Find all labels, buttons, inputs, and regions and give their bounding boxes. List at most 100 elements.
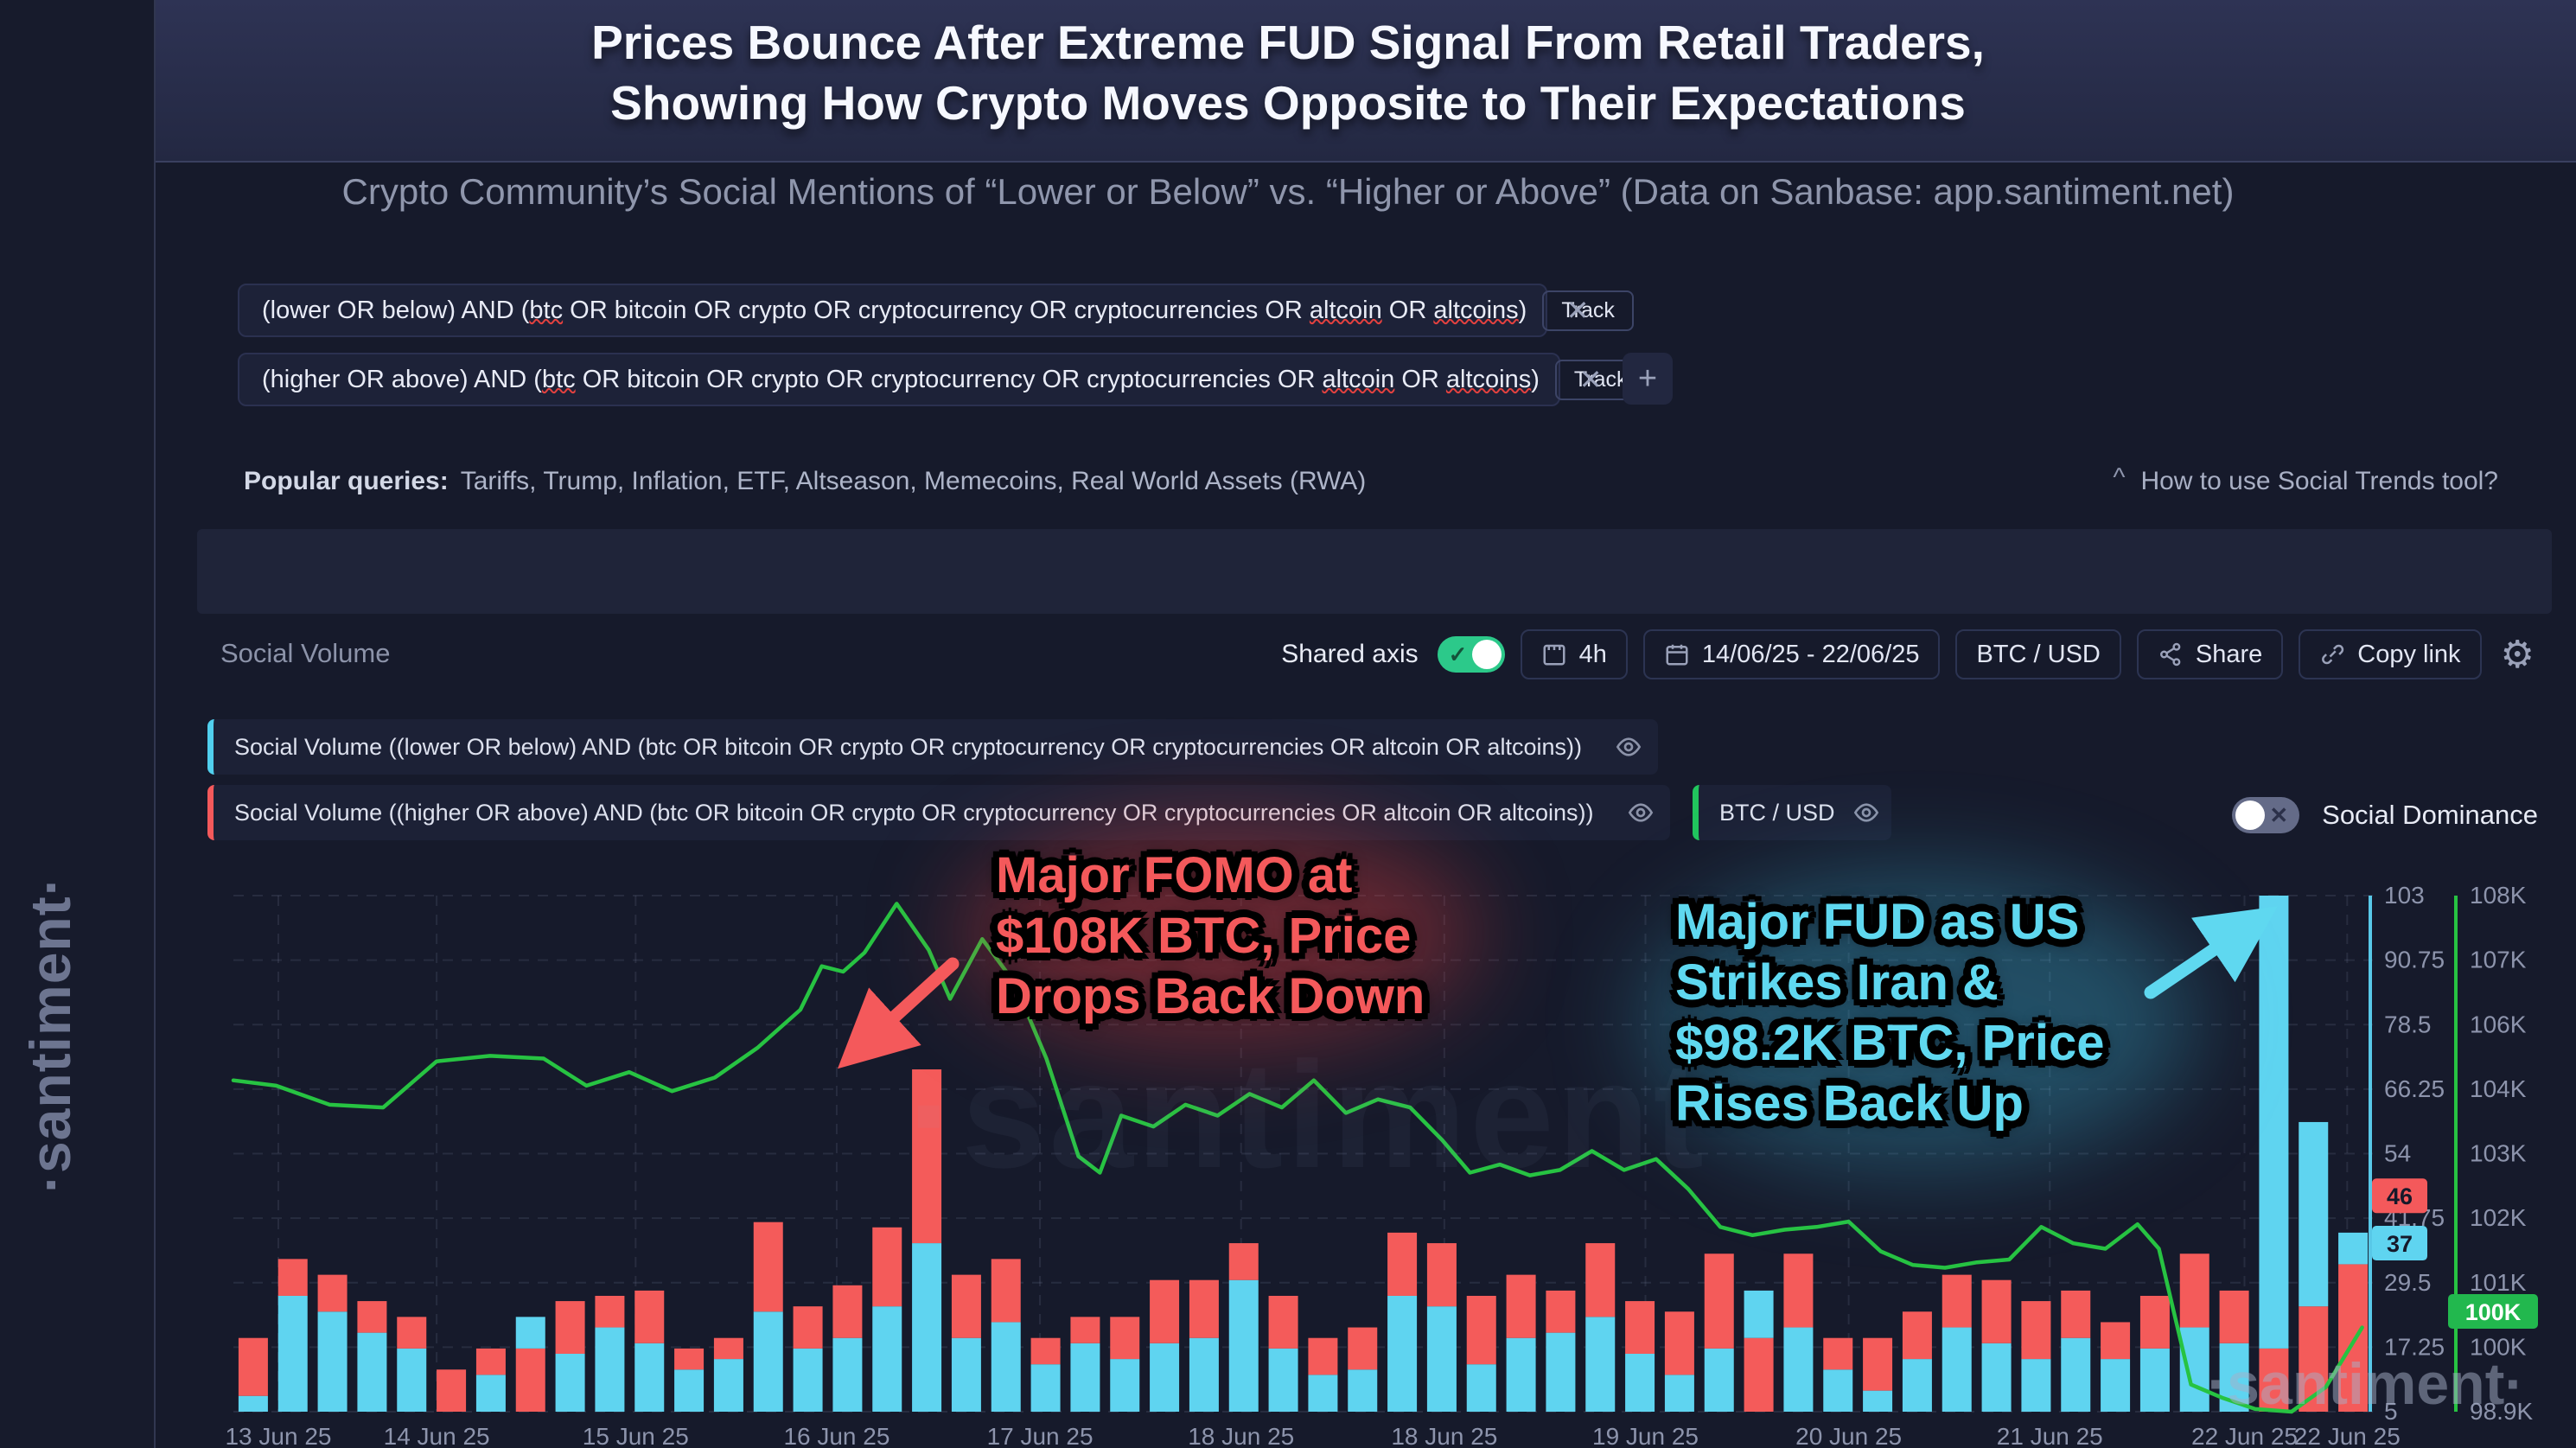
bar-higher-segment[interactable] [951, 1274, 981, 1338]
bar-lower-segment[interactable] [1744, 1290, 1774, 1338]
eye-icon[interactable] [1615, 733, 1642, 761]
bar-higher-segment[interactable] [1189, 1279, 1219, 1338]
bar-lower-segment[interactable] [1150, 1343, 1180, 1412]
bar-higher-segment[interactable] [1981, 1279, 2012, 1343]
bar-lower-segment[interactable] [515, 1317, 545, 1349]
bar-higher-segment[interactable] [437, 1369, 467, 1412]
bar-lower-segment[interactable] [912, 1243, 942, 1412]
bar-lower-segment[interactable] [1228, 1279, 1259, 1412]
bar-lower-segment[interactable] [1308, 1375, 1338, 1412]
bar-higher-segment[interactable] [2259, 1348, 2289, 1412]
settings-button[interactable]: ⚙ [2497, 633, 2538, 677]
bar-lower-segment[interactable] [1348, 1369, 1378, 1412]
bar-lower-segment[interactable] [1268, 1348, 1298, 1412]
collapsed-panel[interactable] [197, 529, 2552, 614]
bar-lower-segment[interactable] [1070, 1343, 1100, 1412]
bar-higher-segment[interactable] [2139, 1295, 2170, 1349]
bar-lower-segment[interactable] [475, 1375, 506, 1412]
bar-lower-segment[interactable] [1783, 1327, 1814, 1412]
bar-lower-segment[interactable] [1664, 1375, 1694, 1412]
popular-queries-items[interactable]: Tariffs, Trump, Inflation, ETF, Altseaso… [460, 467, 1367, 495]
bar-lower-segment[interactable] [357, 1332, 387, 1412]
social-dominance-toggle[interactable]: ✕ [2232, 797, 2300, 833]
bar-lower-segment[interactable] [1942, 1327, 1972, 1412]
bar-higher-segment[interactable] [1426, 1243, 1457, 1307]
bar-higher-segment[interactable] [2021, 1301, 2051, 1360]
bar-higher-segment[interactable] [1744, 1337, 1774, 1412]
bar-higher-segment[interactable] [713, 1337, 743, 1360]
bar-lower-segment[interactable] [793, 1348, 823, 1412]
bar-higher-segment[interactable] [1902, 1311, 1932, 1360]
bar-higher-segment[interactable] [1625, 1301, 1655, 1354]
shared-axis-toggle[interactable]: ✓ [1437, 636, 1505, 673]
bar-higher-segment[interactable] [1110, 1317, 1140, 1360]
bar-higher-segment[interactable] [317, 1274, 348, 1312]
bar-higher-segment[interactable] [2061, 1290, 2091, 1338]
bar-lower-segment[interactable] [1585, 1317, 1616, 1412]
bar-lower-segment[interactable] [2179, 1327, 2209, 1412]
bar-higher-segment[interactable] [1070, 1317, 1100, 1343]
bar-higher-segment[interactable] [277, 1259, 308, 1296]
bar-lower-segment[interactable] [1466, 1364, 1496, 1412]
share-button[interactable]: Share [2136, 629, 2284, 679]
bar-lower-segment[interactable] [2338, 1232, 2369, 1265]
bar-lower-segment[interactable] [277, 1295, 308, 1412]
bar-higher-segment[interactable] [238, 1337, 268, 1396]
bar-lower-segment[interactable] [1426, 1306, 1457, 1412]
date-range-button[interactable]: 14/06/25 - 22/06/25 [1642, 629, 1941, 679]
bar-higher-segment[interactable] [2219, 1290, 2249, 1343]
bar-higher-segment[interactable] [1387, 1232, 1418, 1296]
copy-link-button[interactable]: Copy link [2299, 629, 2482, 679]
bar-lower-segment[interactable] [1902, 1359, 1932, 1412]
bar-lower-segment[interactable] [1189, 1337, 1219, 1412]
bar-higher-segment[interactable] [1585, 1243, 1616, 1317]
remove-query-higher-icon[interactable]: ✕ [1578, 364, 1603, 395]
bar-lower-segment[interactable] [238, 1395, 268, 1412]
bar-higher-segment[interactable] [872, 1227, 902, 1307]
bar-lower-segment[interactable] [1546, 1332, 1576, 1412]
bar-lower-segment[interactable] [1863, 1390, 1893, 1412]
bar-lower-segment[interactable] [2101, 1359, 2131, 1412]
bar-higher-segment[interactable] [1030, 1337, 1061, 1365]
bar-higher-segment[interactable] [1942, 1274, 1972, 1328]
bar-lower-segment[interactable] [1981, 1343, 2012, 1412]
bar-higher-segment[interactable] [475, 1348, 506, 1375]
bar-higher-segment[interactable] [832, 1285, 863, 1338]
bar-higher-segment[interactable] [1150, 1279, 1180, 1343]
bar-higher-segment[interactable] [595, 1295, 625, 1328]
bar-higher-segment[interactable] [1783, 1253, 1814, 1328]
bar-lower-segment[interactable] [2299, 1121, 2329, 1307]
bar-lower-segment[interactable] [1823, 1369, 1853, 1412]
bar-higher-segment[interactable] [1268, 1295, 1298, 1349]
legend-item-lower[interactable]: Social Volume ((lower OR below) AND (btc… [207, 719, 1658, 775]
remove-query-lower-icon[interactable]: ✕ [1565, 295, 1590, 326]
bar-lower-segment[interactable] [753, 1311, 783, 1412]
bar-higher-segment[interactable] [634, 1290, 665, 1343]
bar-lower-segment[interactable] [2061, 1337, 2091, 1412]
help-link[interactable]: ^ How to use Social Trends tool? [2113, 463, 2498, 496]
pair-button[interactable]: BTC / USD [1955, 629, 2121, 679]
bar-higher-segment[interactable] [753, 1222, 783, 1312]
bar-higher-segment[interactable] [1506, 1274, 1536, 1338]
bar-higher-segment[interactable] [991, 1259, 1021, 1323]
bar-higher-segment[interactable] [912, 1069, 942, 1244]
bar-lower-segment[interactable] [1110, 1359, 1140, 1412]
bar-higher-segment[interactable] [1546, 1290, 1576, 1333]
bar-higher-segment[interactable] [1228, 1243, 1259, 1280]
bar-lower-segment[interactable] [595, 1327, 625, 1412]
bar-lower-segment[interactable] [1030, 1364, 1061, 1412]
add-query-button[interactable]: + [1623, 353, 1673, 405]
bar-higher-segment[interactable] [2179, 1253, 2209, 1328]
bar-lower-segment[interactable] [1506, 1337, 1536, 1412]
bar-higher-segment[interactable] [357, 1301, 387, 1333]
bar-lower-segment[interactable] [713, 1359, 743, 1412]
bar-higher-segment[interactable] [397, 1317, 427, 1349]
bar-lower-segment[interactable] [555, 1353, 585, 1412]
bar-higher-segment[interactable] [1863, 1337, 1893, 1391]
query-pill-higher[interactable]: (higher OR above) AND (btc OR bitcoin OR… [238, 353, 1647, 406]
legend-item-price[interactable]: BTC / USD [1693, 785, 1891, 840]
bar-higher-segment[interactable] [555, 1301, 585, 1354]
bar-lower-segment[interactable] [397, 1348, 427, 1412]
bar-higher-segment[interactable] [1348, 1327, 1378, 1370]
